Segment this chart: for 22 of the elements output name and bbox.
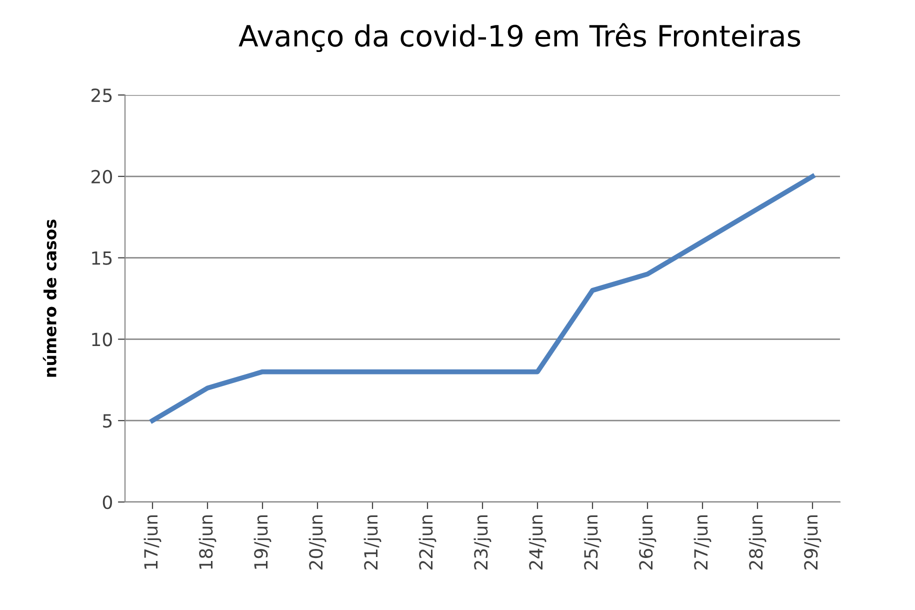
x-tick-label: 23/jun — [474, 515, 492, 570]
x-tick-label: 29/jun — [804, 515, 822, 570]
y-tick-label: 20 — [92, 170, 112, 184]
x-tick-label: 28/jun — [748, 515, 766, 570]
chart-title: Avanço da covid-19 em Três Fronteiras — [238, 23, 800, 52]
x-tick-label: 21/jun — [364, 515, 382, 570]
x-tick-label: 24/jun — [528, 515, 546, 570]
y-axis-title: número de casos — [42, 220, 56, 377]
x-tick-label: 19/jun — [254, 515, 272, 569]
y-tick-label: 5 — [103, 414, 112, 428]
y-tick-label: 15 — [92, 251, 112, 265]
x-tick-label: 17/jun — [144, 515, 162, 569]
y-tick-label: 25 — [92, 88, 112, 102]
x-tick-label: 20/jun — [308, 515, 326, 570]
x-tick-label: 27/jun — [694, 515, 712, 570]
line-series — [150, 174, 815, 424]
y-tick-label: 10 — [92, 332, 112, 346]
x-tick-label: 25/jun — [584, 515, 602, 570]
y-tick-label: 0 — [102, 495, 112, 510]
x-tick-label: 26/jun — [638, 515, 656, 570]
x-tick-label: 22/jun — [418, 515, 436, 570]
x-tick-label: 18/jun — [198, 515, 216, 569]
